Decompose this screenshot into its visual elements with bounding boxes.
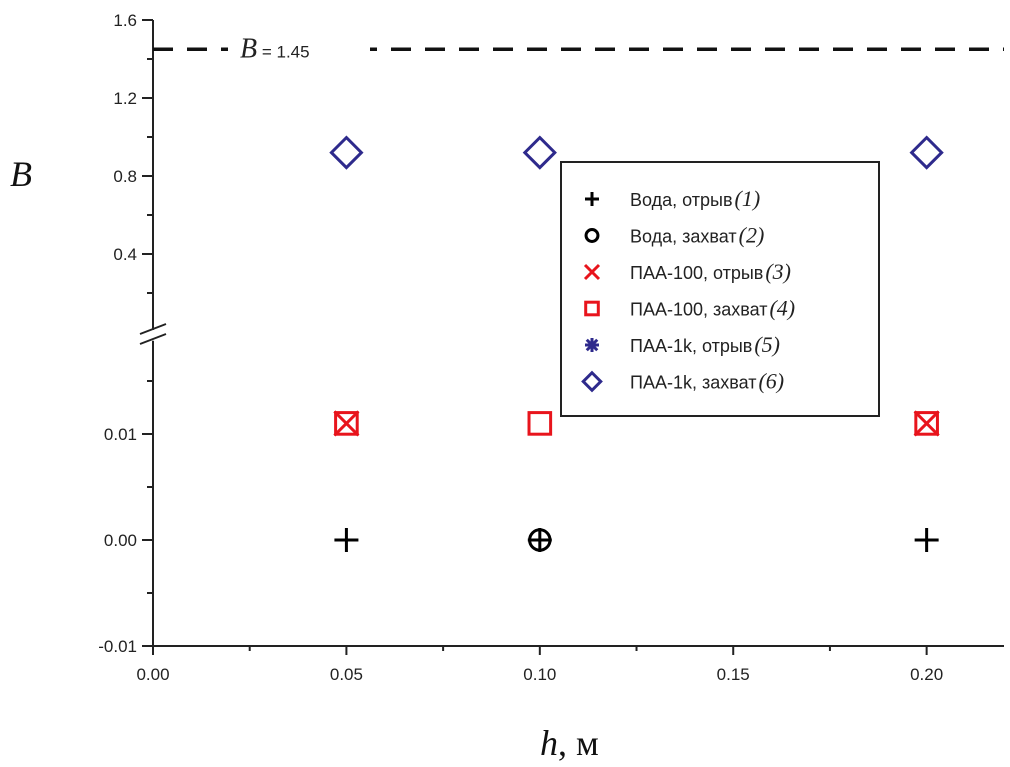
reference-label: B = 1.45: [240, 33, 310, 64]
x-marker: [913, 410, 940, 437]
legend-entry-name: Вода, захват: [630, 227, 737, 247]
legend-entry-name: ПАА-100, отрыв: [630, 263, 763, 283]
square-marker: [914, 411, 939, 436]
y-tick-label: -0.01: [98, 637, 137, 656]
legend-entry-number: (1): [735, 186, 761, 211]
y-axis-label: B: [10, 154, 32, 194]
diamond-marker: [329, 135, 364, 170]
plus-marker: [527, 528, 552, 552]
x-tick-label: 0.05: [330, 665, 363, 684]
x-marker: [333, 410, 360, 437]
plus-marker: [585, 192, 599, 206]
diamond-marker: [581, 370, 603, 393]
data-marks: [329, 135, 944, 552]
square-marker: [527, 411, 553, 436]
x-marker: [583, 263, 601, 281]
x-axis-label-var: h: [540, 723, 558, 763]
legend-entry-label: ПАА-100, захват(4): [630, 296, 795, 321]
legend-entry-number: (5): [754, 332, 780, 357]
square-marker: [334, 411, 359, 436]
diamond-marker: [522, 135, 557, 170]
legend-entry-name: Вода, отрыв: [630, 190, 733, 210]
reference-line: B = 1.45: [153, 33, 1004, 66]
legend-entry-number: (3): [765, 259, 791, 284]
legend-entry-label: ПАА-100, отрыв(3): [630, 259, 791, 284]
x-tick-label: 0.15: [717, 665, 750, 684]
legend-entry-label: Вода, отрыв(1): [630, 186, 760, 211]
x-axis-label: h, м: [540, 723, 599, 763]
star-marker: [585, 338, 599, 352]
x-tick-label: 0.20: [910, 665, 943, 684]
circle-marker: [528, 528, 552, 552]
legend-entry-label: ПАА-1k, отрыв(5): [630, 332, 780, 357]
axes: 0.00 0.05 0.10 0.15 0.20 -0.01 0.00 0.01 0.4 0.8 1…: [98, 11, 1004, 684]
legend-entry-number: (6): [758, 369, 784, 394]
circle-marker: [584, 228, 600, 243]
legend-entry-label: ПАА-1k, захват(6): [630, 369, 784, 394]
x-axis-label-unit: , м: [558, 723, 599, 763]
axis-break-mark: [139, 333, 167, 345]
legend-box: [560, 161, 880, 417]
x-tick-label: 0.00: [136, 665, 169, 684]
x-tick-label: 0.10: [523, 665, 556, 684]
y-tick-label: 1.2: [113, 89, 137, 108]
reference-label-bg: [228, 33, 370, 66]
plus-marker: [334, 528, 359, 552]
y-tick-label: 0.01: [104, 425, 137, 444]
plus-marker: [914, 528, 939, 552]
reference-label-var: B: [240, 33, 257, 64]
reference-label-value: = 1.45: [257, 42, 309, 61]
y-tick-label: 0.00: [104, 531, 137, 550]
legend: Вода, отрыв(1) Вода, захват(2) ПАА-100, от…: [560, 161, 880, 417]
y-tick-label: 0.4: [113, 245, 137, 264]
legend-entry-number: (2): [739, 223, 765, 248]
legend-entry-name: ПАА-1k, отрыв: [630, 336, 752, 356]
legend-entry-name: ПАА-1k, захват: [630, 373, 756, 393]
diamond-marker: [909, 135, 944, 170]
y-tick-label: 1.6: [113, 11, 137, 30]
legend-entry-label: Вода, захват(2): [630, 223, 764, 248]
legend-entry-number: (4): [769, 296, 795, 321]
y-tick-label: 0.8: [113, 167, 137, 186]
square-marker: [584, 300, 600, 317]
legend-entry-name: ПАА-100, захват: [630, 300, 767, 320]
